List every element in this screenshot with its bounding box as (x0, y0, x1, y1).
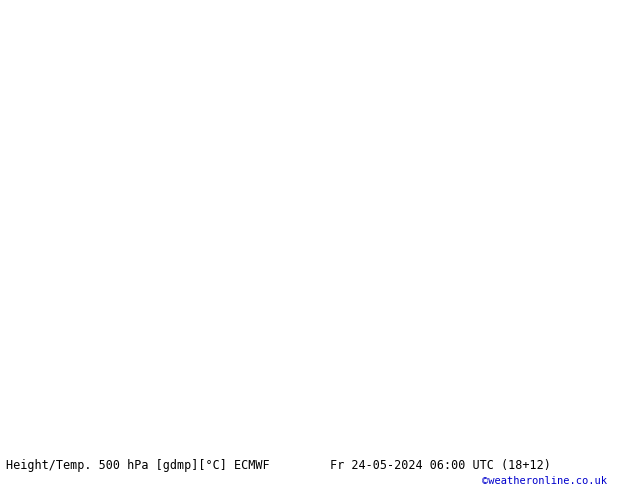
Text: Height/Temp. 500 hPa [gdmp][°C] ECMWF: Height/Temp. 500 hPa [gdmp][°C] ECMWF (6, 459, 270, 472)
Text: ©weatheronline.co.uk: ©weatheronline.co.uk (482, 476, 607, 487)
Text: Fr 24-05-2024 06:00 UTC (18+12): Fr 24-05-2024 06:00 UTC (18+12) (330, 459, 550, 472)
